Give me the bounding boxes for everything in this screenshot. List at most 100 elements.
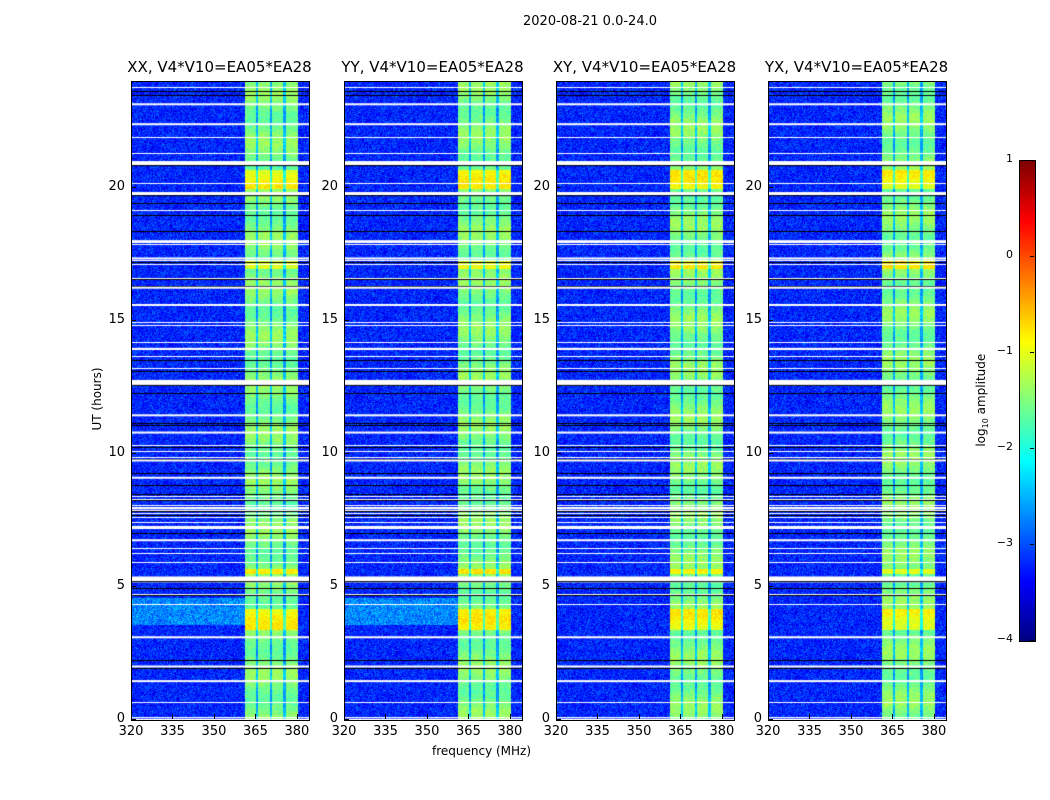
y-tick-label: 10 <box>108 445 125 461</box>
y-tick-mark <box>344 719 349 720</box>
panel-title: YX, V4*V10=EA05*EA28 <box>764 58 949 76</box>
waterfall-panel-yx <box>768 81 947 721</box>
panel-title: XX, V4*V10=EA05*EA28 <box>127 58 312 76</box>
panel-title: YY, V4*V10=EA05*EA28 <box>341 58 524 76</box>
y-tick-label: 0 <box>116 711 125 726</box>
x-tick-label: 365 <box>880 724 905 739</box>
x-tick-mark <box>597 714 599 719</box>
y-tick-label: 20 <box>745 179 762 195</box>
x-tick-label: 350 <box>838 724 864 739</box>
x-tick-label: 350 <box>414 724 440 739</box>
x-tick-label: 320 <box>543 724 569 739</box>
x-tick-mark <box>556 714 557 719</box>
y-tick-label: 5 <box>541 578 550 594</box>
x-tick-mark <box>385 714 387 719</box>
y-tick-mark <box>344 453 349 455</box>
x-tick-label: 365 <box>668 724 693 739</box>
colorbar-tick-label: 1 <box>1006 152 1013 165</box>
y-tick-mark <box>556 719 561 720</box>
x-tick-mark <box>344 714 345 719</box>
colorbar-tick-mark <box>1030 448 1034 449</box>
x-tick-label: 380 <box>284 724 310 739</box>
x-tick-mark <box>933 714 935 719</box>
x-tick-mark <box>213 714 215 719</box>
y-tick-label: 15 <box>533 312 550 328</box>
x-tick-label: 365 <box>243 724 268 739</box>
y-tick-mark <box>344 320 349 322</box>
colorbar-tick-mark <box>1030 352 1034 353</box>
x-tick-mark <box>680 714 682 719</box>
y-axis-label: UT (hours) <box>90 367 104 431</box>
x-tick-mark <box>809 714 811 719</box>
x-tick-label: 335 <box>160 724 185 739</box>
x-tick-mark <box>255 714 257 719</box>
waterfall-panel-xy <box>556 81 735 721</box>
colorbar-label-sub: 10 <box>981 418 991 429</box>
y-tick-mark <box>768 187 773 189</box>
y-tick-label: 15 <box>108 312 125 328</box>
colorbar-tick-mark <box>1030 160 1034 161</box>
y-tick-mark <box>131 187 136 189</box>
y-tick-mark <box>344 586 349 588</box>
colorbar-tick-label: −1 <box>996 344 1013 357</box>
x-tick-mark <box>296 714 298 719</box>
y-tick-mark <box>556 187 561 189</box>
waterfall-panel-yy <box>344 81 523 721</box>
x-tick-mark <box>131 714 132 719</box>
y-tick-label: 15 <box>745 312 762 328</box>
colorbar-label-rest: amplitude <box>973 353 988 419</box>
x-tick-label: 320 <box>755 724 781 739</box>
x-tick-label: 320 <box>118 724 144 739</box>
x-tick-mark <box>468 714 470 719</box>
figure-title: 2020-08-21 0.0-24.0 <box>523 14 657 29</box>
x-tick-label: 380 <box>709 724 735 739</box>
colorbar-tick-mark <box>1030 640 1034 641</box>
x-tick-label: 335 <box>373 724 398 739</box>
x-tick-mark <box>426 714 428 719</box>
y-tick-mark <box>768 719 773 720</box>
y-tick-label: 20 <box>533 179 550 195</box>
colorbar-tick-label: −3 <box>996 536 1013 549</box>
y-tick-label: 0 <box>541 711 550 726</box>
y-tick-label: 5 <box>116 578 125 594</box>
x-tick-label: 335 <box>797 724 822 739</box>
y-tick-label: 20 <box>108 179 125 195</box>
y-tick-label: 5 <box>329 578 338 594</box>
x-tick-label: 320 <box>331 724 357 739</box>
y-tick-mark <box>768 320 773 322</box>
x-tick-label: 350 <box>626 724 652 739</box>
x-tick-mark <box>768 714 769 719</box>
waterfall-panel-xx <box>131 81 310 721</box>
x-tick-mark <box>638 714 640 719</box>
x-tick-mark <box>850 714 852 719</box>
x-axis-label: frequency (MHz) <box>432 744 532 758</box>
y-tick-mark <box>768 586 773 588</box>
x-tick-mark <box>892 714 894 719</box>
x-tick-label: 350 <box>201 724 227 739</box>
y-tick-mark <box>131 320 136 322</box>
colorbar <box>1019 160 1036 642</box>
y-tick-label: 10 <box>533 445 550 461</box>
y-tick-label: 10 <box>745 445 762 461</box>
y-tick-mark <box>131 586 136 588</box>
colorbar-tick-label: −2 <box>996 440 1013 453</box>
y-tick-mark <box>344 187 349 189</box>
x-tick-label: 335 <box>585 724 610 739</box>
y-tick-mark <box>768 453 773 455</box>
y-tick-mark <box>131 453 136 455</box>
y-tick-label: 0 <box>753 711 762 726</box>
y-tick-label: 5 <box>753 578 762 594</box>
y-tick-label: 15 <box>321 312 338 328</box>
x-tick-label: 365 <box>456 724 481 739</box>
x-tick-label: 380 <box>497 724 523 739</box>
y-tick-mark <box>556 320 561 322</box>
y-tick-label: 0 <box>329 711 338 726</box>
colorbar-tick-label: −4 <box>996 632 1013 645</box>
x-tick-mark <box>509 714 511 719</box>
x-tick-mark <box>721 714 723 719</box>
y-tick-mark <box>556 586 561 588</box>
panel-title: XY, V4*V10=EA05*EA28 <box>552 58 737 76</box>
x-tick-label: 380 <box>921 724 947 739</box>
y-tick-label: 10 <box>321 445 338 461</box>
